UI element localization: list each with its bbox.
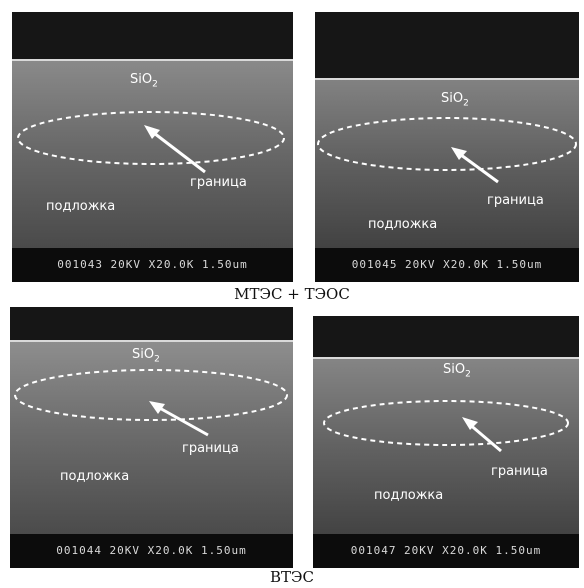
sem-data-bar: 001044 20KV X20.0K 1.50um <box>10 534 293 568</box>
sem-data-bar: 001043 20KV X20.0K 1.50um <box>12 248 293 282</box>
sem-image-vtes-left: SiO2 граница подложка 001044 20KV X20.0K… <box>10 307 293 568</box>
vacuum-region <box>315 12 579 79</box>
substrate-label: подложка <box>46 199 116 214</box>
interface-ellipse-icon <box>323 400 569 453</box>
interface-label: граница <box>190 175 247 190</box>
group-caption-vtes: ВТЭС <box>270 568 314 586</box>
oxide-substrate-region <box>12 60 293 248</box>
vacuum-region <box>10 307 293 341</box>
oxide-substrate-region <box>10 341 293 534</box>
sio2-label: SiO2 <box>443 362 471 380</box>
sem-data-bar: 001045 20KV X20.0K 1.50um <box>315 248 579 282</box>
oxide-surface-line <box>315 78 579 80</box>
vacuum-region <box>12 12 293 60</box>
substrate-label: подложка <box>60 469 130 484</box>
sem-data-bar-text: 001047 20KV X20.0K 1.50um <box>350 544 542 557</box>
sio2-label: SiO2 <box>132 347 160 365</box>
group-caption-mtes-teos: МТЭС + ТЭОС <box>234 285 350 303</box>
substrate-label: подложка <box>368 217 438 232</box>
vacuum-region <box>313 316 579 358</box>
sem-data-bar: 001047 20KV X20.0K 1.50um <box>313 534 579 568</box>
sio2-label: SiO2 <box>441 91 469 109</box>
sem-data-bar-text: 001043 20KV X20.0K 1.50um <box>57 258 248 271</box>
sem-image-mtes-teos-left: SiO2 граница подложка 001043 20KV X20.0K… <box>12 12 293 282</box>
interface-ellipse-icon <box>317 117 577 184</box>
sio2-label: SiO2 <box>130 72 158 90</box>
interface-label: граница <box>487 193 544 208</box>
oxide-surface-line <box>10 340 293 342</box>
substrate-label: подложка <box>374 488 444 503</box>
interface-label: граница <box>182 441 239 456</box>
interface-ellipse-icon <box>17 111 285 174</box>
oxide-surface-line <box>313 357 579 359</box>
sem-data-bar-text: 001044 20KV X20.0K 1.50um <box>56 544 247 557</box>
interface-ellipse-icon <box>14 369 288 437</box>
sem-data-bar-text: 001045 20KV X20.0K 1.50um <box>351 258 543 271</box>
sem-image-mtes-teos-right: SiO2 граница подложка 001045 20KV X20.0K… <box>315 12 579 282</box>
interface-label: граница <box>491 464 548 479</box>
oxide-substrate-region <box>313 358 579 534</box>
oxide-surface-line <box>12 59 293 61</box>
sem-image-vtes-right: SiO2 граница подложка 001047 20KV X20.0K… <box>313 316 579 568</box>
